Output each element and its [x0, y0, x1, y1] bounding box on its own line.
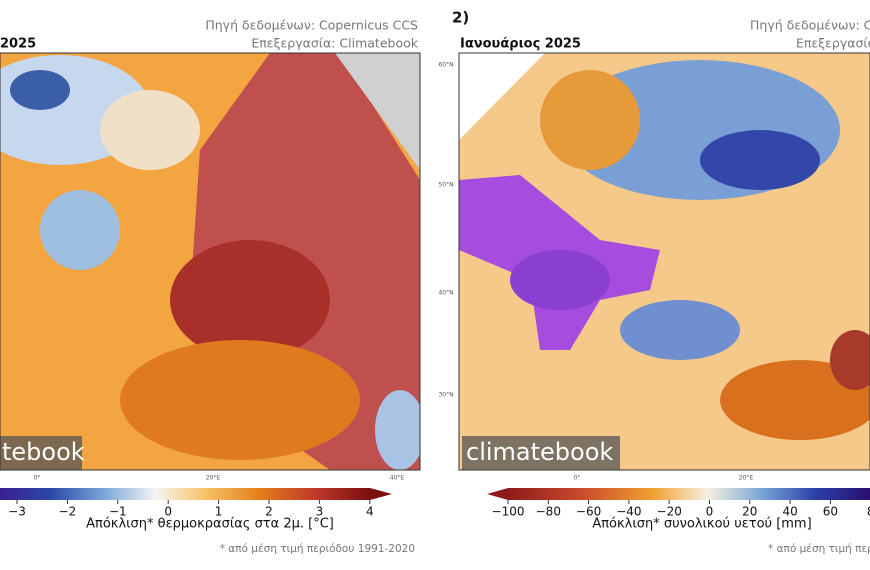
watermark: climatebook: [466, 438, 613, 466]
footnote: * από μέση τιμή περ: [768, 543, 870, 555]
colorbar-tick-label: −20: [657, 505, 682, 519]
colorbar-tick-label: −3: [8, 505, 26, 519]
lon-labels: 0° 20°E 40°E: [34, 475, 405, 482]
lat-label: 30°N: [438, 392, 453, 399]
lat-label: 50°N: [438, 182, 453, 189]
colorbar-tick-label: 8: [867, 505, 870, 519]
processing: Επεξεργασία: C: [796, 36, 870, 51]
source: Πηγή δεδομένων: Copernicus CCS: [205, 18, 418, 33]
watermark: tebook: [2, 438, 85, 466]
lat-labels: 60°N 50°N 40°N 30°N 0° 20°E: [438, 62, 753, 482]
source: Πηγή δεδομένων: C: [750, 18, 870, 33]
colorbar-tick-label: −80: [536, 505, 561, 519]
lat-label: 60°N: [438, 62, 453, 69]
lon-label: 20°E: [739, 475, 754, 482]
colorbar-tick-label: 3: [316, 505, 324, 519]
lon-label: 20°E: [206, 475, 221, 482]
colorbar-tick-label: −100: [492, 505, 525, 519]
processing: Επεξεργασία: Climatebook: [251, 36, 418, 51]
footnote: * από μέση τιμή περιόδου 1991-2020: [220, 543, 415, 555]
colorbar: [508, 488, 870, 500]
panel-title: Ιανουάριος 2025: [460, 37, 581, 52]
colorbar-arrow: [487, 488, 508, 500]
temperature-map: [0, 53, 420, 470]
colorbar-tick-label: 0: [706, 505, 714, 519]
colorbar-tick-label: 0: [164, 505, 172, 519]
colorbar: [0, 488, 370, 500]
colorbar-tick-label: 40: [782, 505, 797, 519]
colorbar-tick-label: −2: [59, 505, 77, 519]
colorbar-tick-label: 20: [742, 505, 757, 519]
colorbar-tick-label: 4: [366, 505, 374, 519]
colorbar-tick-label: −40: [616, 505, 641, 519]
panel-title: 2025: [0, 37, 36, 52]
colorbar-tick-label: −60: [576, 505, 601, 519]
colorbar-tick-label: 2: [265, 505, 273, 519]
colorbar-label: Απόκλιση* θερμοκρασίας στα 2μ. [°C]: [86, 517, 334, 532]
lon-label: 0°: [574, 475, 581, 482]
precipitation-map: [459, 53, 870, 470]
colorbar-tick-label: −1: [109, 505, 127, 519]
colorbar-arrow: [370, 488, 392, 500]
colorbar-label: Απόκλιση* συνολικού υετού [mm]: [592, 517, 811, 532]
panel-number: 2): [452, 9, 469, 27]
colorbar-tick-label: 1: [215, 505, 223, 519]
lon-label: 40°E: [390, 475, 405, 482]
lon-label: 0°: [34, 475, 41, 482]
colorbar-tick-label: 60: [823, 505, 838, 519]
lat-label: 40°N: [438, 290, 453, 297]
